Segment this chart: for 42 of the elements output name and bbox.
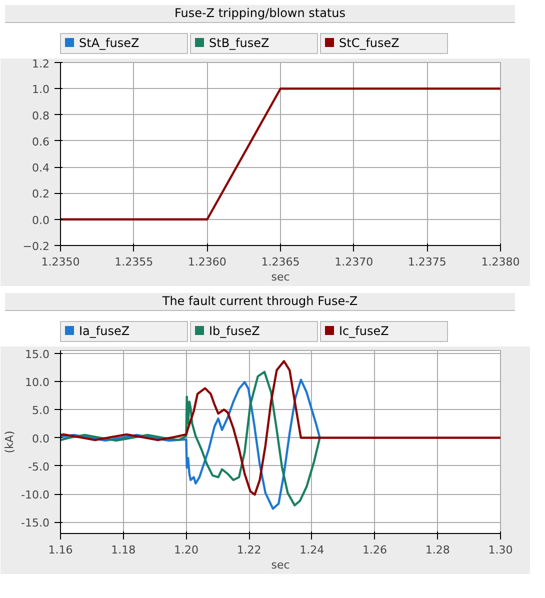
y-tick-label: 0.8: [32, 109, 50, 122]
y-tick-label: 0.4: [32, 162, 50, 175]
y-tick-label: 15.0: [25, 348, 50, 361]
y-axis-title: (kA): [3, 430, 16, 454]
x-tick-label: 1.24: [300, 544, 324, 556]
y-tick-label: -15.0: [21, 516, 50, 530]
legend-label: StA_fuseZ: [60, 33, 188, 54]
x-tick-label: 1.20: [174, 544, 198, 556]
x-tick-label: 1.2380: [481, 256, 520, 268]
x-tick-label: 1.2375: [408, 256, 446, 268]
x-tick-label: 1.2370: [334, 256, 374, 268]
x-tick-label: 1.16: [48, 544, 73, 556]
legend-label: StB_fuseZ: [190, 33, 318, 54]
legend-label: Ia_fuseZ: [60, 321, 188, 342]
y-tick-label: 1.2: [32, 58, 50, 70]
x-tick-label: 1.28: [425, 544, 450, 556]
y-tick-label: −0.2: [22, 240, 50, 253]
x-axis-title: sec: [271, 558, 290, 572]
y-tick-label: -5.0: [28, 460, 50, 474]
y-tick-label: 5.0: [32, 404, 50, 418]
x-tick-label: 1.2365: [261, 256, 300, 268]
x-tick-label: 1.26: [362, 544, 388, 556]
x-tick-label: 1.18: [111, 544, 136, 556]
x-tick-label: 1.2350: [41, 256, 80, 268]
y-tick-label: 0.2: [32, 188, 50, 201]
chart-title: The fault current through Fuse-Z: [162, 293, 358, 310]
y-tick-label: -10.0: [21, 488, 50, 502]
chart-title: Fuse-Z tripping/blown status: [174, 5, 346, 22]
y-tick-label: 10.0: [25, 376, 50, 389]
legend-label: Ic_fuseZ: [320, 321, 448, 342]
line-series: [60, 360, 500, 496]
x-tick-label: 1.2360: [188, 256, 226, 268]
legend-label: Ib_fuseZ: [190, 321, 318, 342]
legend-label: StC_fuseZ: [320, 33, 448, 54]
y-tick-label: 0.0: [32, 432, 50, 446]
x-tick-label: 1.30: [488, 544, 513, 556]
y-tick-label: 0.0: [32, 214, 50, 227]
y-tick-label: 1.0: [32, 83, 50, 96]
x-tick-label: 1.22: [236, 544, 262, 556]
x-axis-title: sec: [271, 270, 290, 284]
x-tick-label: 1.2355: [114, 256, 154, 268]
y-tick-label: 0.6: [32, 135, 50, 148]
